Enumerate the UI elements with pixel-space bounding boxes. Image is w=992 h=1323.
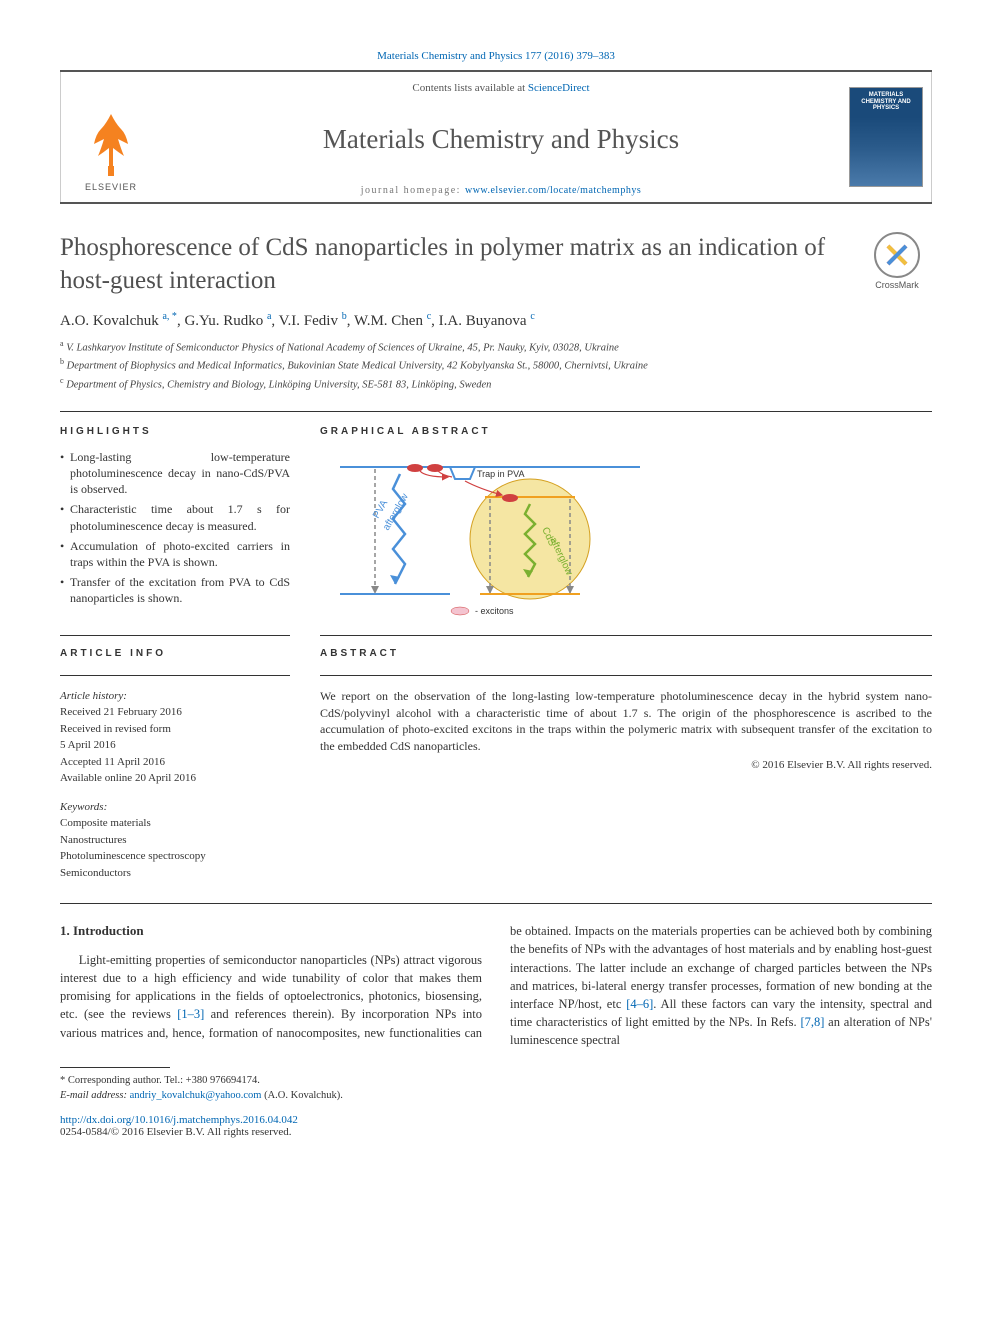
doi-block: http://dx.doi.org/10.1016/j.matchemphys.…	[60, 1114, 932, 1126]
journal-header: ELSEVIER Contents lists available at Sci…	[60, 70, 932, 204]
reference-link[interactable]: [1–3]	[177, 1007, 204, 1021]
affiliation-list: a V. Lashkaryov Institute of Semiconduct…	[60, 338, 932, 393]
highlights-list: Long-lasting low-temperature photolumine…	[60, 449, 290, 607]
history-head: Article history:	[60, 688, 290, 705]
journal-cover-icon: MATERIALS CHEMISTRY AND PHYSICS	[849, 87, 923, 187]
history-item: Available online 20 April 2016	[60, 770, 290, 787]
author-list: A.O. Kovalchuk a, *, G.Yu. Rudko a, V.I.…	[60, 311, 932, 330]
citation-line: Materials Chemistry and Physics 177 (201…	[60, 50, 932, 62]
keyword: Composite materials	[60, 815, 290, 832]
author-affil-link[interactable]: c	[530, 311, 534, 322]
journal-name: Materials Chemistry and Physics	[161, 124, 841, 155]
citation-link[interactable]: Materials Chemistry and Physics 177 (201…	[377, 50, 615, 62]
body-paragraph: Light-emitting properties of semiconduct…	[60, 922, 932, 1049]
article-title: Phosphorescence of CdS nanoparticles in …	[60, 232, 842, 297]
doi-link[interactable]: http://dx.doi.org/10.1016/j.matchemphys.…	[60, 1114, 298, 1126]
author-affil-link[interactable]: c	[427, 311, 431, 322]
copyright-line: © 2016 Elsevier B.V. All rights reserved…	[320, 759, 932, 771]
section-heading: 1. Introduction	[60, 922, 482, 941]
history-item: Received 21 February 2016	[60, 704, 290, 721]
homepage-line: journal homepage: www.elsevier.com/locat…	[161, 185, 841, 196]
author: I.A. Buyanova	[439, 313, 527, 329]
history-item: 5 April 2016	[60, 737, 290, 754]
author: G.Yu. Rudko	[184, 313, 263, 329]
abstract-text: We report on the observation of the long…	[320, 688, 932, 755]
highlight-item: Long-lasting low-temperature photolumine…	[60, 449, 290, 498]
divider	[60, 411, 932, 412]
keyword: Semiconductors	[60, 865, 290, 882]
email-label: E-mail address:	[60, 1090, 130, 1101]
divider	[320, 675, 932, 676]
history-item: Accepted 11 April 2016	[60, 754, 290, 771]
graphical-abstract-heading: GRAPHICAL ABSTRACT	[320, 426, 932, 437]
divider	[60, 675, 290, 676]
svg-text:ELSEVIER: ELSEVIER	[85, 182, 137, 192]
email-suffix: (A.O. Kovalchuk).	[261, 1090, 342, 1101]
elsevier-logo-box: ELSEVIER	[61, 72, 161, 202]
article-history: Article history: Received 21 February 20…	[60, 688, 290, 787]
corresponding-author: * Corresponding author. Tel.: +380 97669…	[60, 1074, 932, 1089]
author: W.M. Chen	[354, 313, 423, 329]
svg-text:- excitons: - excitons	[475, 606, 514, 616]
highlights-heading: HIGHLIGHTS	[60, 426, 290, 437]
history-item: Received in revised form	[60, 721, 290, 738]
author: V.I. Fediv	[279, 313, 338, 329]
elsevier-logo-icon: ELSEVIER	[76, 104, 146, 194]
affiliation: Department of Physics, Chemistry and Bio…	[66, 379, 491, 390]
footnotes: * Corresponding author. Tel.: +380 97669…	[60, 1074, 932, 1103]
crossmark-label: CrossMark	[875, 280, 919, 290]
reference-link[interactable]: [4–6]	[626, 997, 653, 1011]
sciencedirect-link[interactable]: ScienceDirect	[528, 82, 590, 94]
reference-link[interactable]: [7,8]	[800, 1015, 824, 1029]
journal-cover-box: MATERIALS CHEMISTRY AND PHYSICS	[841, 72, 931, 202]
highlight-item: Accumulation of photo-excited carriers i…	[60, 538, 290, 570]
issn-line: 0254-0584/© 2016 Elsevier B.V. All right…	[60, 1126, 932, 1138]
divider	[60, 635, 290, 636]
keywords-block: Keywords: Composite materials Nanostruct…	[60, 799, 290, 882]
contents-available: Contents lists available at ScienceDirec…	[161, 82, 841, 94]
crossmark-icon	[882, 240, 912, 270]
footnote-separator	[60, 1067, 170, 1068]
cover-title-text: MATERIALS CHEMISTRY AND PHYSICS	[854, 92, 918, 112]
affiliation: Department of Biophysics and Medical Inf…	[67, 361, 648, 372]
author: A.O. Kovalchuk	[60, 313, 159, 329]
keyword: Nanostructures	[60, 832, 290, 849]
affiliation: V. Lashkaryov Institute of Semiconductor…	[66, 343, 619, 354]
divider	[320, 635, 932, 636]
author-affil-link[interactable]: a, *	[162, 311, 176, 322]
homepage-prefix: journal homepage:	[361, 185, 465, 196]
homepage-link[interactable]: www.elsevier.com/locate/matchemphys	[465, 185, 641, 196]
contents-prefix: Contents lists available at	[412, 82, 527, 94]
svg-text:afterglow: afterglow	[381, 491, 411, 532]
keywords-head: Keywords:	[60, 799, 290, 816]
keyword: Photoluminescence spectroscopy	[60, 848, 290, 865]
highlight-item: Characteristic time about 1.7 s for phot…	[60, 501, 290, 533]
author-affil-link[interactable]: a	[267, 311, 271, 322]
highlight-item: Transfer of the excitation from PVA to C…	[60, 574, 290, 606]
crossmark-badge[interactable]: CrossMark	[862, 232, 932, 290]
divider	[60, 903, 932, 904]
email-link[interactable]: andriy_kovalchuk@yahoo.com	[130, 1090, 262, 1101]
author-affil-link[interactable]: b	[342, 311, 347, 322]
svg-text:Trap in PVA: Trap in PVA	[477, 469, 525, 479]
graphical-abstract-figure: Trap in PVA	[320, 449, 660, 619]
article-info-heading: ARTICLE INFO	[60, 648, 290, 659]
article-body: 1. Introduction Light-emitting propertie…	[60, 922, 932, 1049]
abstract-heading: ABSTRACT	[320, 648, 932, 659]
